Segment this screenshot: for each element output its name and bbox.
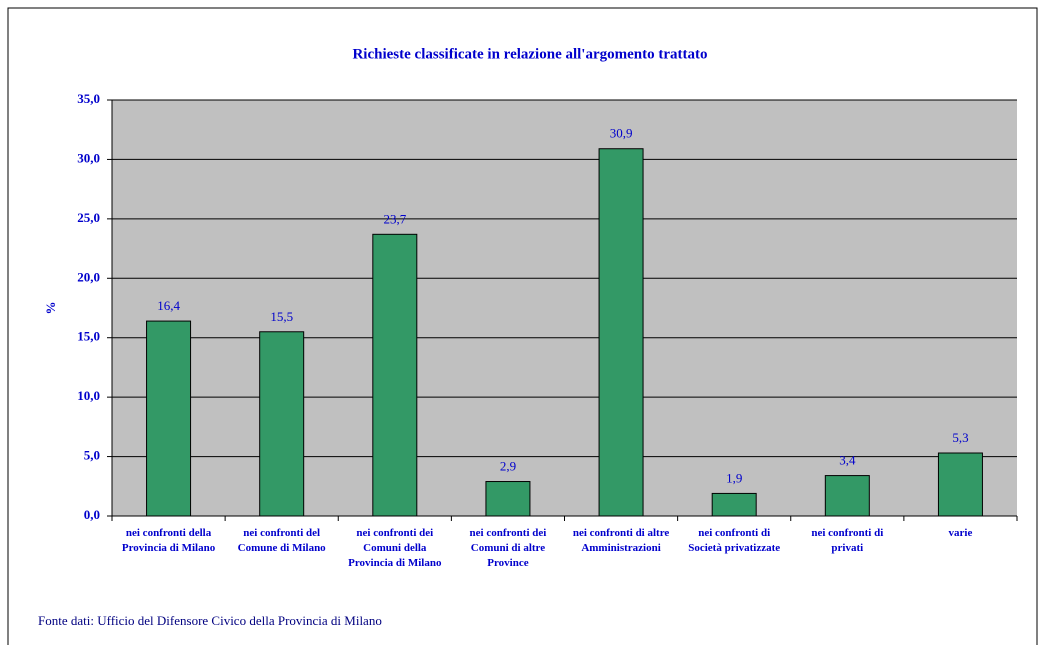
bar — [824, 475, 870, 517]
x-tick-label: nei confronti del Comune di Milano — [237, 527, 326, 554]
data-label: 15,5 — [270, 309, 293, 324]
data-label: 23,7 — [383, 211, 406, 226]
data-label: 16,4 — [157, 298, 180, 313]
chart-title: Richieste classificate in relazione all'… — [352, 46, 707, 62]
bar — [259, 331, 305, 517]
y-tick-label: 10,0 — [77, 388, 100, 403]
y-tick-label: 20,0 — [77, 269, 100, 284]
y-tick-label: 30,0 — [77, 150, 100, 165]
y-axis-label: % — [43, 302, 58, 315]
data-label: 3,4 — [839, 453, 856, 468]
x-tick-label-box: nei confronti del Comune di Milano — [237, 527, 326, 554]
y-tick-label: 0,0 — [84, 507, 100, 522]
data-label: 5,3 — [952, 430, 968, 445]
bar — [711, 492, 757, 517]
x-tick-label-box: nei confronti di Società privatizzate — [688, 527, 781, 554]
x-tick-label-box: nei confronti della Provincia di Milano — [121, 527, 216, 554]
x-tick-label-box: nei confronti di privati — [811, 527, 884, 554]
x-tick-label-box: varie — [948, 527, 973, 539]
y-tick-label: 35,0 — [77, 91, 100, 106]
bar — [372, 233, 418, 517]
source-note: Fonte dati: Ufficio del Difensore Civico… — [38, 613, 382, 628]
x-tick-label: nei confronti di privati — [811, 527, 884, 554]
bar — [937, 452, 983, 517]
x-tick-label: varie — [948, 527, 973, 539]
y-tick-label: 15,0 — [77, 329, 100, 344]
x-tick-label: nei confronti dei Comuni della Provincia… — [348, 527, 442, 569]
data-label: 1,9 — [726, 470, 742, 485]
x-tick-label: nei confronti dei Comuni di altre Provin… — [469, 527, 547, 569]
bar — [485, 481, 531, 517]
bar — [598, 148, 644, 517]
x-tick-label: nei confronti di Società privatizzate — [688, 527, 781, 554]
plot-area — [112, 100, 1017, 516]
x-tick-label: nei confronti della Provincia di Milano — [121, 527, 216, 554]
bar — [146, 320, 192, 517]
x-tick-label-box: nei confronti dei Comuni di altre Provin… — [469, 527, 547, 569]
data-label: 2,9 — [500, 459, 516, 474]
x-tick-label-box: nei confronti di altre Amministrazioni — [572, 527, 670, 554]
x-tick-label-box: nei confronti dei Comuni della Provincia… — [348, 527, 442, 569]
y-tick-label: 5,0 — [84, 448, 100, 463]
y-tick-label: 25,0 — [77, 210, 100, 225]
data-label: 30,9 — [610, 126, 633, 141]
x-tick-label: nei confronti di altre Amministrazioni — [572, 527, 670, 554]
frame — [7, 7, 1038, 645]
